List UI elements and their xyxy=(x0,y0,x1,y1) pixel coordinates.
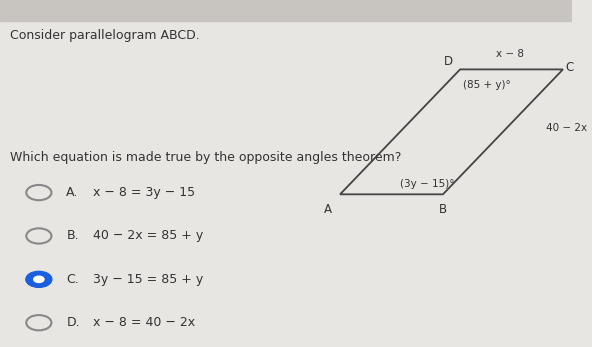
Text: 3y − 15 = 85 + y: 3y − 15 = 85 + y xyxy=(93,273,204,286)
Text: C.: C. xyxy=(66,273,79,286)
Text: (3y − 15)°: (3y − 15)° xyxy=(400,179,455,189)
Text: x − 8 = 40 − 2x: x − 8 = 40 − 2x xyxy=(93,316,195,329)
Text: A: A xyxy=(323,203,332,216)
Text: (85 + y)°: (85 + y)° xyxy=(463,80,511,90)
Text: D.: D. xyxy=(66,316,80,329)
Text: B.: B. xyxy=(66,229,79,243)
Text: x − 8 = 3y − 15: x − 8 = 3y − 15 xyxy=(93,186,195,199)
Bar xyxy=(0,0,571,21)
Circle shape xyxy=(26,185,52,200)
Text: B: B xyxy=(439,203,447,216)
Circle shape xyxy=(26,228,52,244)
Text: x − 8: x − 8 xyxy=(496,49,524,59)
Text: D: D xyxy=(444,55,453,68)
Text: C: C xyxy=(566,61,574,74)
Text: 40 − 2x = 85 + y: 40 − 2x = 85 + y xyxy=(93,229,204,243)
Circle shape xyxy=(26,315,52,330)
Text: Which equation is made true by the opposite angles theorem?: Which equation is made true by the oppos… xyxy=(10,151,401,164)
Text: A.: A. xyxy=(66,186,79,199)
Text: Consider parallelogram ABCD.: Consider parallelogram ABCD. xyxy=(10,29,200,42)
Circle shape xyxy=(34,276,44,282)
Circle shape xyxy=(26,272,52,287)
Text: 40 − 2x: 40 − 2x xyxy=(546,124,587,133)
